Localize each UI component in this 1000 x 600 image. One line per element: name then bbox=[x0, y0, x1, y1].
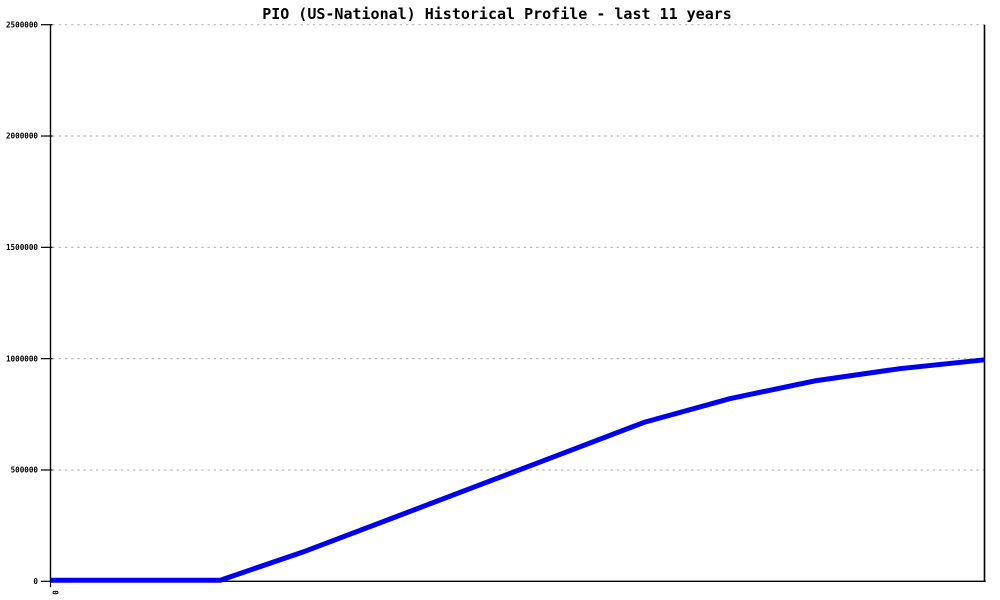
y-tick-label: 1500000 bbox=[6, 243, 38, 252]
y-tick-label: 1000000 bbox=[6, 354, 38, 363]
pio-series-line bbox=[50, 357, 985, 583]
y-tick-label: 0 bbox=[33, 577, 38, 586]
y-tick-label: 2000000 bbox=[6, 132, 38, 141]
y-tick-label: 500000 bbox=[11, 466, 39, 475]
chart-title: PIO (US-National) Historical Profile - l… bbox=[262, 5, 732, 23]
x-tick-label: 0 bbox=[51, 590, 60, 595]
y-tick-label: 2500000 bbox=[6, 20, 38, 29]
